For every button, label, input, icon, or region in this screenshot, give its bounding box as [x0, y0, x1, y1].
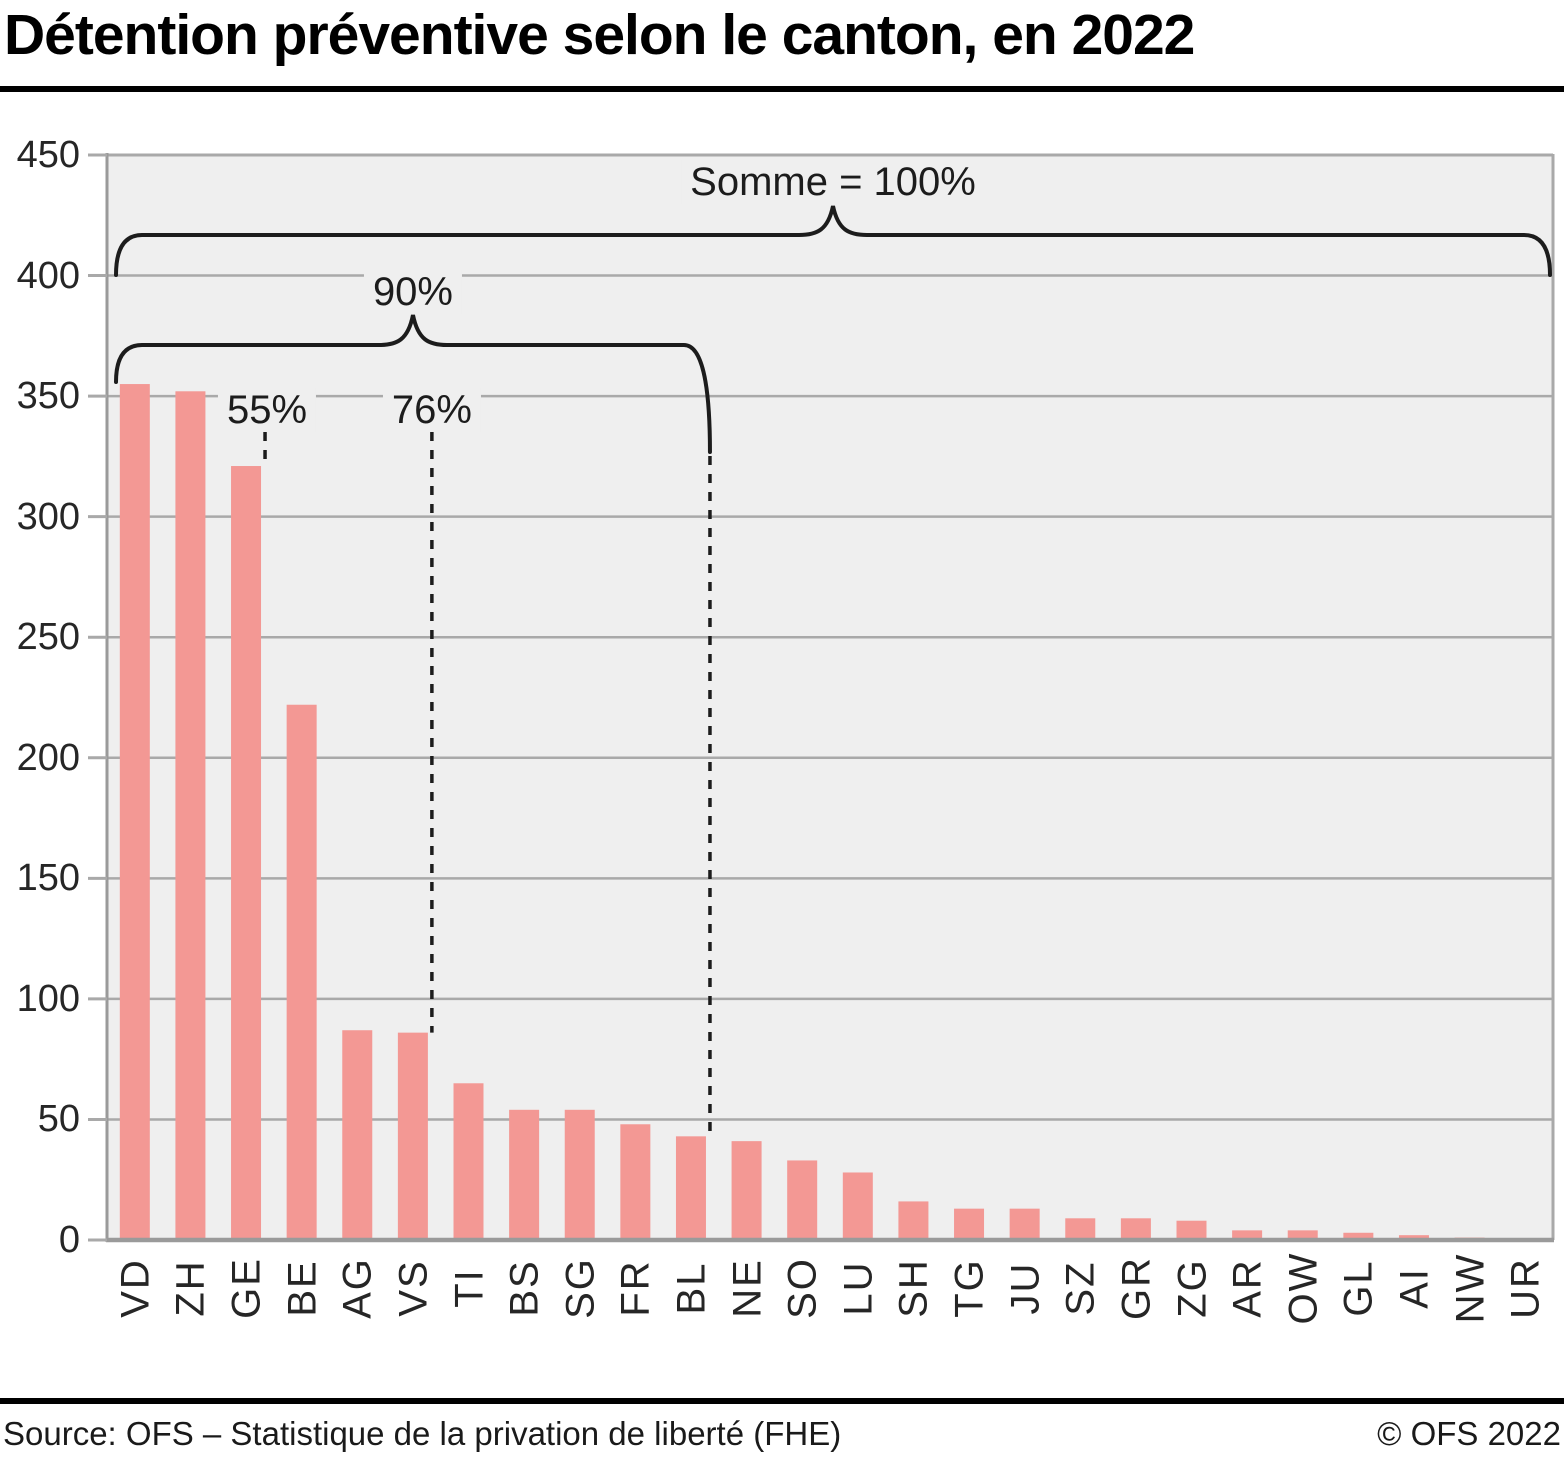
x-label-BS: BS — [502, 1259, 547, 1317]
y-tick-label-150: 150 — [16, 857, 80, 900]
x-label-TG: TG — [947, 1258, 992, 1318]
x-label-AR: AR — [1225, 1258, 1270, 1318]
bar-SO — [787, 1160, 818, 1240]
y-tick-label-250: 250 — [16, 616, 80, 659]
sum-100-label: Somme = 100% — [681, 160, 985, 204]
bar-GL — [1343, 1232, 1374, 1240]
plot-area — [107, 155, 1553, 1240]
x-label-BL: BL — [669, 1261, 714, 1315]
bar-AG — [342, 1030, 373, 1240]
bar-FR — [620, 1124, 651, 1240]
x-label-NE: NE — [725, 1258, 770, 1318]
y-tick-label-50: 50 — [37, 1098, 80, 1141]
x-label-ZH: ZH — [168, 1259, 213, 1317]
x-label-GL: GL — [1336, 1259, 1381, 1317]
y-tick-label-350: 350 — [16, 375, 80, 418]
cumulative-90-label: 90% — [363, 270, 462, 314]
bar-ZH — [175, 391, 206, 1240]
bar-JU — [1009, 1208, 1040, 1240]
x-label-SG: SG — [558, 1257, 603, 1319]
x-label-BE: BE — [280, 1259, 325, 1317]
x-label-SZ: SZ — [1058, 1260, 1103, 1316]
bar-TI — [453, 1083, 484, 1240]
bar-AI — [1398, 1235, 1429, 1240]
x-label-AI: AI — [1392, 1267, 1437, 1309]
bar-TG — [954, 1208, 985, 1240]
y-tick-label-300: 300 — [16, 495, 80, 538]
bar-BE — [286, 704, 317, 1240]
x-label-OW: OW — [1281, 1251, 1326, 1325]
x-label-NW: NW — [1448, 1252, 1493, 1324]
title-divider — [0, 86, 1564, 92]
x-label-LU: LU — [836, 1260, 881, 1316]
chart-title: Détention préventive selon le canton, en… — [4, 3, 1195, 67]
cumulative-76-label: 76% — [382, 388, 481, 432]
bar-VD — [119, 384, 150, 1240]
copyright-note: © OFS 2022 — [1377, 1415, 1561, 1452]
x-label-VS: VS — [391, 1259, 436, 1317]
y-tick-label-200: 200 — [16, 736, 80, 779]
bar-GR — [1120, 1218, 1151, 1240]
bar-ZG — [1176, 1220, 1207, 1240]
bar-BL — [675, 1136, 706, 1240]
bar-SG — [564, 1109, 595, 1240]
x-label-VD: VD — [113, 1258, 158, 1318]
brace-sum-100 — [114, 205, 1552, 277]
source-note: Source: OFS – Statistique de la privatio… — [3, 1415, 842, 1452]
footer-divider — [0, 1398, 1564, 1404]
bar-AR — [1232, 1230, 1263, 1240]
bar-LU — [842, 1172, 873, 1240]
x-label-SH: SH — [891, 1258, 936, 1318]
bar-NE — [731, 1141, 762, 1240]
bar-SZ — [1065, 1218, 1096, 1240]
brace-90 — [114, 314, 712, 454]
x-label-FR: FR — [613, 1259, 658, 1317]
bar-BS — [509, 1109, 540, 1240]
x-label-UR: UR — [1503, 1257, 1548, 1319]
y-tick-label-400: 400 — [16, 254, 80, 297]
x-label-JU: JU — [1003, 1261, 1048, 1315]
x-label-GE: GE — [224, 1257, 269, 1319]
y-tick-label-0: 0 — [58, 1219, 80, 1261]
x-label-GR: GR — [1114, 1256, 1159, 1320]
bar-SH — [898, 1201, 929, 1240]
cumulative-55-label: 55% — [218, 388, 317, 432]
y-tick-label-100: 100 — [16, 977, 80, 1020]
x-label-TI: TI — [447, 1268, 491, 1308]
bar-VS — [397, 1032, 428, 1240]
bar-OW — [1287, 1230, 1318, 1240]
bar-GE — [231, 466, 262, 1240]
y-tick-label-450: 450 — [16, 134, 80, 176]
x-label-AG: AG — [335, 1257, 380, 1319]
x-label-SO: SO — [780, 1257, 825, 1319]
x-label-ZG: ZG — [1170, 1258, 1214, 1318]
